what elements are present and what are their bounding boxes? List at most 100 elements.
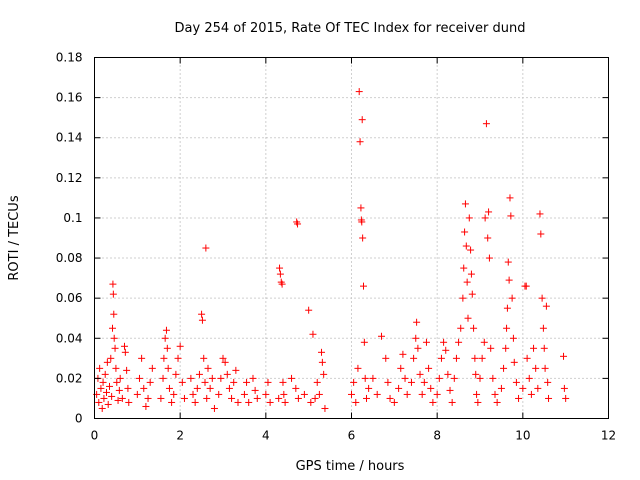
data-point	[437, 354, 445, 362]
data-point	[360, 338, 368, 346]
data-point	[503, 304, 511, 312]
data-point	[223, 370, 231, 378]
data-point	[418, 390, 426, 398]
data-point	[519, 384, 527, 392]
data-point	[452, 354, 460, 362]
data-point	[386, 394, 394, 402]
data-point	[493, 398, 501, 406]
data-point	[350, 378, 358, 386]
data-point	[221, 358, 229, 366]
data-point	[500, 364, 508, 372]
data-point	[473, 390, 481, 398]
data-point	[245, 398, 253, 406]
data-point	[187, 374, 195, 382]
data-point	[460, 264, 468, 272]
data-point	[410, 354, 418, 362]
data-point	[249, 374, 257, 382]
x-tick-label: 6	[348, 429, 356, 443]
data-point	[193, 384, 201, 392]
data-point	[472, 370, 480, 378]
data-point	[508, 294, 516, 302]
data-point	[162, 326, 170, 334]
y-tick-label: 0.06	[56, 291, 83, 305]
x-tick-label: 4	[262, 429, 270, 443]
data-point	[105, 382, 113, 390]
data-point	[505, 276, 513, 284]
data-point	[448, 398, 456, 406]
data-point	[422, 338, 430, 346]
data-point	[198, 316, 206, 324]
data-point	[313, 378, 321, 386]
data-point	[178, 378, 186, 386]
y-tick-label: 0.08	[56, 251, 83, 265]
data-point	[168, 398, 176, 406]
data-point	[170, 390, 178, 398]
data-point	[358, 218, 366, 226]
data-point	[108, 324, 116, 332]
data-point	[191, 398, 199, 406]
data-point	[355, 88, 363, 96]
data-point	[116, 374, 124, 382]
data-point	[148, 364, 156, 372]
data-point	[522, 282, 530, 290]
data-point	[164, 364, 172, 372]
data-point	[515, 394, 523, 402]
data-point	[309, 330, 317, 338]
data-point	[397, 364, 405, 372]
data-point	[395, 384, 403, 392]
data-point	[435, 374, 443, 382]
data-point	[157, 394, 165, 402]
data-point	[138, 354, 146, 362]
data-point	[562, 394, 570, 402]
y-tick-label: 0.14	[56, 131, 83, 145]
data-point	[262, 390, 270, 398]
x-tick-label: 8	[433, 429, 441, 443]
data-point	[442, 346, 450, 354]
data-point	[225, 384, 233, 392]
data-point	[100, 394, 108, 402]
data-point	[507, 212, 515, 220]
data-point	[538, 294, 546, 302]
data-point	[217, 374, 225, 382]
data-point	[318, 358, 326, 366]
data-point	[202, 244, 210, 252]
data-point	[359, 234, 367, 242]
data-point	[108, 392, 116, 400]
data-point	[369, 374, 377, 382]
data-point	[459, 294, 467, 302]
data-point	[121, 348, 129, 356]
data-point	[413, 318, 421, 326]
y-tick-label: 0	[75, 412, 83, 426]
data-point	[429, 398, 437, 406]
data-point	[348, 390, 355, 398]
data-point	[485, 208, 493, 216]
y-axis-label: ROTI / TECUs	[7, 195, 22, 280]
data-point	[234, 398, 242, 406]
y-tick-label: 0.1	[63, 211, 82, 225]
data-point	[377, 332, 385, 340]
data-point	[98, 404, 106, 412]
data-point	[219, 354, 227, 362]
data-point	[489, 374, 497, 382]
data-point	[403, 390, 411, 398]
data-point	[356, 138, 364, 146]
data-point	[195, 370, 203, 378]
data-point	[146, 378, 154, 386]
data-point	[359, 282, 367, 290]
data-point	[110, 310, 118, 318]
data-point	[560, 352, 568, 360]
y-tick-label: 0.18	[56, 51, 83, 65]
data-point	[124, 384, 132, 392]
data-point	[474, 398, 482, 406]
data-point	[96, 364, 104, 372]
data-point	[537, 230, 545, 238]
x-tick-label: 0	[91, 429, 99, 443]
data-point	[276, 264, 284, 272]
data-point	[506, 194, 514, 202]
data-point	[444, 370, 452, 378]
data-point	[361, 374, 369, 382]
data-point	[464, 314, 472, 322]
data-point	[461, 200, 469, 208]
data-point	[288, 374, 296, 382]
data-point	[95, 398, 103, 406]
